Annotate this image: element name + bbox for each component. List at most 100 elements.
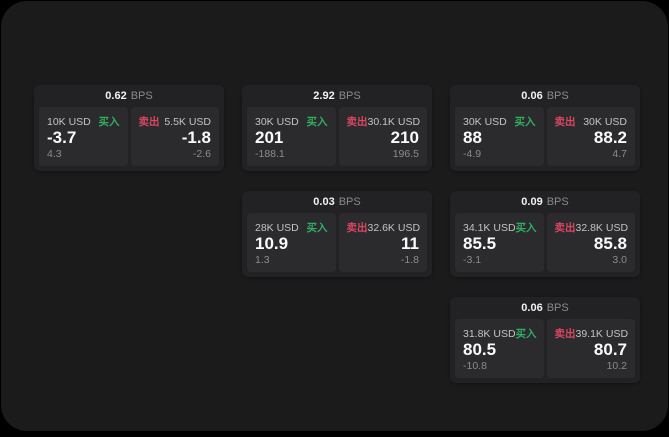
sell-top-row: 卖出 30K USD — [555, 114, 628, 129]
sell-action-label: 卖出 — [138, 116, 160, 128]
buy-price: 201 — [255, 128, 284, 148]
spread-bps-value: 0.06 — [521, 302, 543, 314]
card-header: 0.03 BPS — [242, 191, 432, 213]
quote-panels: 34.1K USD 买入 85.5 -3.1 卖出 32.8K USD 85.8… — [450, 213, 640, 277]
buy-action-label: 买入 — [306, 116, 328, 128]
sell-amount: 30.1K USD — [367, 115, 421, 128]
quote-card: 0.62 BPS 10K USD 买入 -3.7 4.3 卖出 — [34, 85, 224, 171]
sell-panel[interactable]: 卖出 30.1K USD 210 196.5 — [338, 107, 427, 166]
spread-bps-value: 2.92 — [313, 90, 335, 102]
sell-delta: -2.6 — [192, 148, 211, 160]
buy-amount: 34.1K USD — [463, 221, 516, 234]
quote-card: 0.06 BPS 30K USD 买入 88 -4.9 卖出 — [450, 85, 640, 171]
spread-bps-value: 0.62 — [105, 90, 127, 102]
bps-unit-label: BPS — [546, 90, 569, 102]
sell-price: 210 — [390, 128, 419, 148]
buy-top-row: 10K USD 买入 — [47, 114, 120, 129]
quote-panels: 10K USD 买入 -3.7 4.3 卖出 5.5K USD -1.8 -2.… — [34, 107, 224, 171]
sell-panel[interactable]: 卖出 32.6K USD 11 -1.8 — [338, 213, 427, 272]
buy-delta: 1.3 — [255, 254, 270, 266]
sell-panel[interactable]: 卖出 39.1K USD 80.7 10.2 — [546, 319, 635, 378]
buy-delta: -3.1 — [463, 254, 482, 266]
sell-top-row: 卖出 32.6K USD — [346, 220, 421, 235]
card-header: 0.62 BPS — [34, 85, 224, 107]
quote-card: 0.06 BPS 31.8K USD 买入 80.5 -10.8 卖 — [450, 297, 640, 383]
buy-delta: -4.9 — [463, 148, 482, 160]
buy-panel[interactable]: 10K USD 买入 -3.7 4.3 — [39, 107, 128, 166]
buy-price: -3.7 — [47, 128, 77, 148]
buy-action-label: 买入 — [306, 222, 328, 234]
sell-price: 88.2 — [593, 128, 627, 148]
buy-action-label: 买入 — [515, 328, 537, 340]
card-header: 0.09 BPS — [450, 191, 640, 213]
sell-amount: 30K USD — [583, 115, 627, 128]
sell-delta: 10.2 — [606, 360, 627, 372]
sell-amount: 32.6K USD — [367, 221, 421, 234]
sell-price: 80.7 — [593, 340, 627, 360]
quote-panels: 30K USD 买入 88 -4.9 卖出 30K USD 88.2 4.7 — [450, 107, 640, 171]
quote-panels: 30K USD 买入 201 -188.1 卖出 30.1K USD 210 1… — [242, 107, 432, 171]
buy-amount: 10K USD — [47, 115, 91, 128]
sell-amount: 39.1K USD — [575, 327, 629, 340]
spread-bps-value: 0.06 — [521, 90, 543, 102]
buy-amount: 28K USD — [255, 221, 299, 234]
sell-delta: 4.7 — [612, 148, 627, 160]
buy-top-row: 31.8K USD 买入 — [463, 326, 537, 341]
buy-delta: -10.8 — [463, 360, 487, 372]
buy-panel[interactable]: 30K USD 买入 88 -4.9 — [455, 107, 544, 166]
quote-panels: 31.8K USD 买入 80.5 -10.8 卖出 39.1K USD 80.… — [450, 319, 640, 383]
buy-price: 10.9 — [255, 234, 289, 254]
quote-card: 2.92 BPS 30K USD 买入 201 -188.1 卖出 — [242, 85, 432, 171]
sell-top-row: 卖出 5.5K USD — [139, 114, 212, 129]
sell-panel[interactable]: 卖出 30K USD 88.2 4.7 — [546, 107, 635, 166]
sell-price: 85.8 — [593, 234, 627, 254]
bps-unit-label: BPS — [338, 90, 361, 102]
quote-card: 0.03 BPS 28K USD 买入 10.9 1.3 卖出 — [242, 191, 432, 277]
cards-grid: 0.62 BPS 10K USD 买入 -3.7 4.3 卖出 — [34, 85, 640, 383]
quote-panels: 28K USD 买入 10.9 1.3 卖出 32.6K USD 11 -1.8 — [242, 213, 432, 277]
sell-delta: 196.5 — [392, 148, 419, 160]
sell-delta: -1.8 — [400, 254, 419, 266]
quote-card: 0.09 BPS 34.1K USD 买入 85.5 -3.1 卖出 — [450, 191, 640, 277]
buy-top-row: 30K USD 买入 — [463, 114, 536, 129]
sell-action-label: 卖出 — [346, 222, 368, 234]
buy-delta: 4.3 — [47, 148, 62, 160]
card-header: 2.92 BPS — [242, 85, 432, 107]
sell-top-row: 卖出 30.1K USD — [346, 114, 421, 129]
bps-unit-label: BPS — [338, 196, 361, 208]
buy-action-label: 买入 — [98, 116, 120, 128]
buy-panel[interactable]: 28K USD 买入 10.9 1.3 — [247, 213, 336, 272]
spread-bps-value: 0.03 — [313, 196, 335, 208]
buy-top-row: 34.1K USD 买入 — [463, 220, 537, 235]
buy-top-row: 28K USD 买入 — [255, 220, 328, 235]
sell-delta: 3.0 — [612, 254, 627, 266]
buy-price: 88 — [463, 128, 482, 148]
bps-unit-label: BPS — [130, 90, 153, 102]
buy-action-label: 买入 — [515, 222, 537, 234]
buy-amount: 31.8K USD — [463, 327, 516, 340]
buy-amount: 30K USD — [255, 115, 299, 128]
buy-top-row: 30K USD 买入 — [255, 114, 328, 129]
sell-amount: 32.8K USD — [575, 221, 629, 234]
buy-panel[interactable]: 31.8K USD 买入 80.5 -10.8 — [455, 319, 544, 378]
buy-price: 85.5 — [463, 234, 497, 254]
buy-action-label: 买入 — [514, 116, 536, 128]
buy-delta: -188.1 — [255, 148, 285, 160]
sell-price: -1.8 — [181, 128, 211, 148]
sell-panel[interactable]: 卖出 32.8K USD 85.8 3.0 — [546, 213, 635, 272]
sell-action-label: 卖出 — [346, 116, 368, 128]
buy-panel[interactable]: 34.1K USD 买入 85.5 -3.1 — [455, 213, 544, 272]
sell-panel[interactable]: 卖出 5.5K USD -1.8 -2.6 — [130, 107, 219, 166]
bps-unit-label: BPS — [546, 196, 569, 208]
sell-top-row: 卖出 32.8K USD — [554, 220, 629, 235]
spread-bps-value: 0.09 — [521, 196, 543, 208]
card-header: 0.06 BPS — [450, 297, 640, 319]
card-header: 0.06 BPS — [450, 85, 640, 107]
sell-top-row: 卖出 39.1K USD — [554, 326, 629, 341]
sell-action-label: 卖出 — [554, 222, 576, 234]
sell-price: 11 — [401, 234, 419, 254]
sell-action-label: 卖出 — [554, 328, 576, 340]
buy-panel[interactable]: 30K USD 买入 201 -188.1 — [247, 107, 336, 166]
